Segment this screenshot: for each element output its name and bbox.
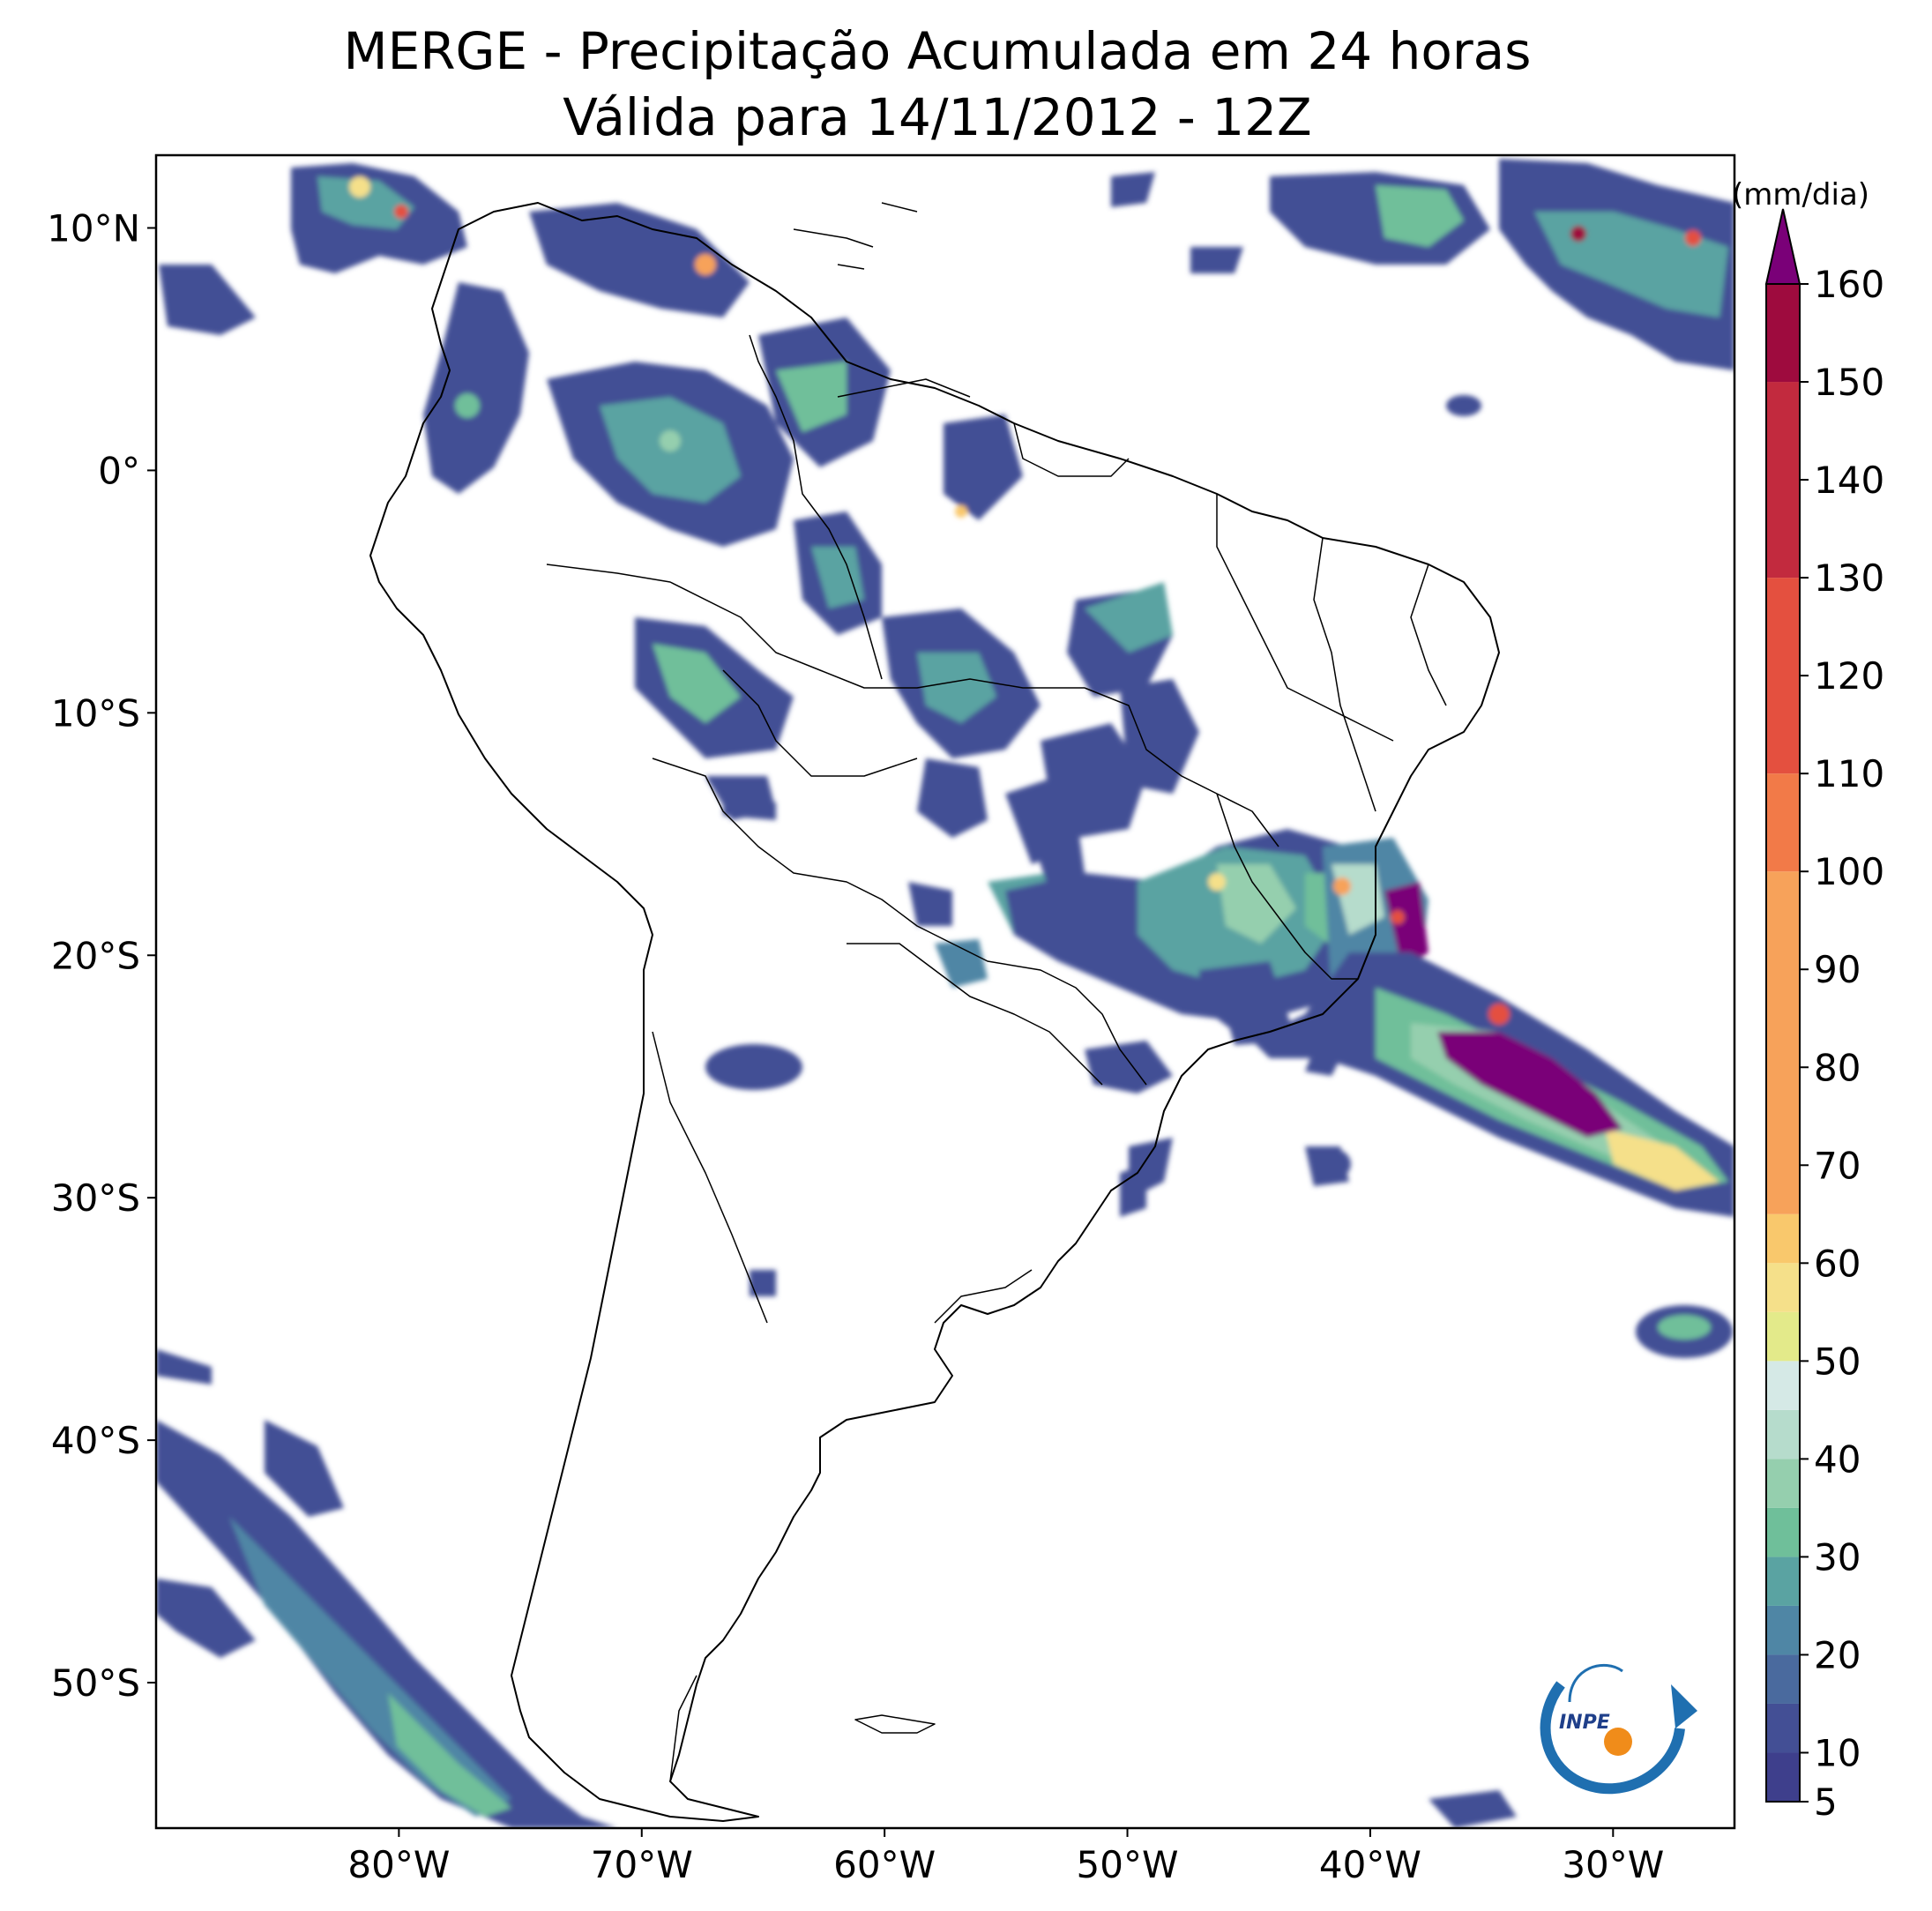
colorbar-segment [1766,1654,1800,1704]
colorbar-tick-label: 90 [1814,948,1861,991]
lat-tick-label: 10°S [51,691,140,735]
caribbean-islands [793,202,918,270]
lat-tick-label: 40°S [51,1419,140,1462]
coastline-borders [369,202,1500,1822]
colorbar-segment [1766,578,1800,774]
colorbar-segment [1766,1752,1800,1802]
colorbar-segment [1766,1459,1800,1508]
colorbar-frame [1765,283,1801,1803]
colorbar-tick-label: 160 [1814,263,1884,306]
lon-tick-label: 70°W [591,1843,693,1886]
colorbar-tick-label: 20 [1814,1633,1861,1676]
colorbar-segment [1766,871,1800,1214]
colorbar-segment [1766,1263,1800,1312]
colorbar-tick-label: 70 [1814,1144,1861,1187]
colorbar-segment [1766,382,1800,579]
colorbar-extend-arrow [1764,208,1801,285]
lon-tick-label: 60°W [833,1843,936,1886]
precipitation-field [156,159,1734,1828]
colorbar-segment [1766,1361,1800,1410]
colorbar-tick-label: 10 [1814,1731,1861,1774]
latitude-axis: 10°N 0° 10°S 20°S 30°S 40°S 50°S [47,206,156,1705]
lat-tick-label: 10°N [47,206,140,250]
colorbar-tick-label: 40 [1814,1437,1861,1481]
lon-tick-label: 40°W [1319,1843,1421,1886]
longitude-axis: 80°W 70°W 60°W 50°W 40°W 30°W [347,1828,1664,1886]
map-frame [154,153,1736,1830]
colorbar-tick-label: 5 [1814,1780,1838,1824]
lat-tick-label: 20°S [51,934,140,977]
colorbar-segment [1766,1556,1800,1606]
colorbar-segment [1766,1605,1800,1655]
colorbar-tick-label: 60 [1814,1242,1861,1285]
colorbar-tick-label: 50 [1814,1340,1861,1383]
colorbar-tick-label: 110 [1814,752,1884,795]
colorbar-tick-label: 130 [1814,556,1884,600]
colorbar-segment [1766,284,1800,383]
map-area: INPE [156,155,1734,1828]
colorbar-segment [1766,773,1800,872]
colorbar-tick-label: 150 [1814,361,1884,404]
colorbar-segment [1766,1213,1800,1264]
map-title: MERGE - Precipitação Acumulada em 24 hor… [344,21,1532,81]
colorbar-segment [1766,1507,1800,1557]
lon-tick-label: 30°W [1562,1843,1664,1886]
colorbar-segment [1766,1703,1800,1753]
falkland-islands [854,1714,936,1734]
lat-tick-label: 50°S [51,1661,140,1705]
colorbar-segment [1766,1409,1800,1459]
colorbar-tick-label: 100 [1814,850,1884,893]
south-america-coastline [369,202,1500,1822]
lon-tick-label: 80°W [347,1843,450,1886]
map-subtitle: Válida para 14/11/2012 - 12Z [563,87,1312,147]
inpe-logo-text: INPE [1559,1712,1610,1734]
colorbar-tick-label: 30 [1814,1535,1861,1579]
colorbar-tick-label: 80 [1814,1046,1861,1089]
colorbar: (mm/dia) 5 10 20 30 40 50 60 70 80 90 100 110 120 130… [1732,177,1884,1824]
colorbar-unit-label: (mm/dia) [1732,177,1869,213]
colorbar-tick-label: 140 [1814,459,1884,502]
inpe-logo: INPE [1540,1663,1697,1795]
country-borders [546,334,1447,1782]
lat-tick-label: 30°S [51,1176,140,1220]
colorbar-tick-label: 120 [1814,654,1884,698]
lat-tick-label: 0° [98,449,140,492]
lon-tick-label: 50°W [1077,1843,1179,1886]
colorbar-segment [1766,1311,1800,1362]
